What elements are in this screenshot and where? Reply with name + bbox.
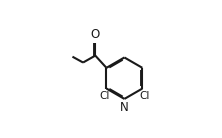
Text: Cl: Cl [99, 91, 109, 101]
Text: Cl: Cl [139, 91, 150, 101]
Text: O: O [91, 28, 100, 42]
Text: N: N [120, 101, 129, 114]
